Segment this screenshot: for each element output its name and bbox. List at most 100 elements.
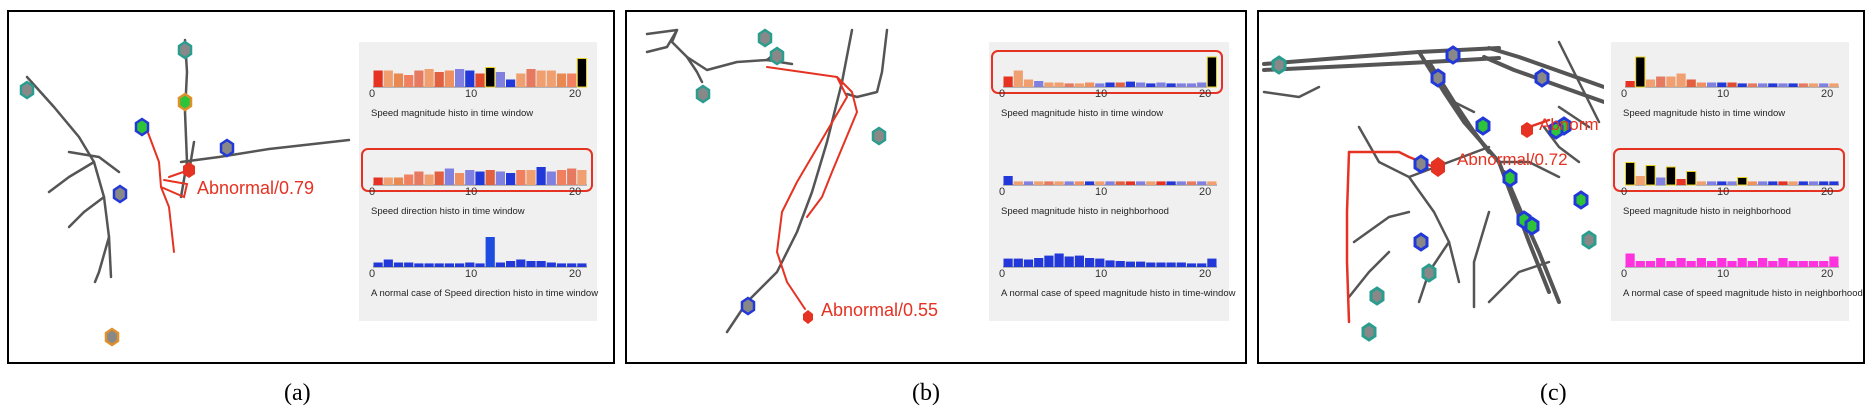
histogram-bar: [383, 259, 393, 267]
histogram-bar: [1105, 181, 1115, 185]
histogram-bar: [1085, 82, 1095, 87]
histogram-bar: [1798, 261, 1808, 267]
histogram-bar: [1727, 181, 1737, 185]
histogram-bar: [577, 170, 587, 185]
histogram-bar: [1635, 56, 1646, 88]
histogram-bar: [1125, 81, 1135, 87]
node-icon: [1573, 190, 1589, 210]
abnormal-marker-a: [183, 162, 195, 178]
histogram-bar: [1013, 181, 1023, 185]
node-icon: [1430, 68, 1446, 88]
histogram-b-1: 0 10 20 Speed magnitude histo in neighbo…: [995, 154, 1221, 224]
histogram-bar: [1095, 83, 1105, 87]
abnormal-label-b: Abnormal/0.55: [821, 300, 939, 320]
tick-label: 0: [999, 186, 1006, 198]
tick-label: 0: [369, 268, 376, 280]
histogram-c-0: 0 10 20 Speed magnitude histo in time wi…: [1617, 56, 1843, 126]
histogram-bar: [1625, 162, 1636, 186]
node-icon: [1421, 263, 1437, 283]
node-icon: [871, 126, 887, 146]
histogram-bar: [1115, 261, 1125, 267]
tick-label: 20: [1199, 186, 1212, 198]
histogram-bar: [1074, 181, 1084, 185]
histogram-bar: [1166, 262, 1176, 267]
histogram-bar: [1656, 258, 1666, 267]
histogram-caption: A normal case of speed magnitude histo i…: [1623, 288, 1863, 299]
tick-label: 20: [569, 88, 582, 100]
histogram-bar: [1819, 83, 1829, 87]
histogram-bar: [1105, 260, 1115, 267]
tick-label: 0: [369, 186, 376, 198]
node-icon: [1361, 322, 1377, 342]
histogram-a-0: 0 10 20 Speed magnitude histo in time wi…: [365, 56, 591, 126]
histogram-bar: [495, 262, 505, 267]
histogram-bar: [1085, 181, 1095, 185]
histogram-bar: [1727, 82, 1737, 87]
panel-label-c: (c): [1540, 380, 1567, 406]
tick-label: 10: [465, 88, 478, 100]
histogram-bar: [1819, 261, 1829, 267]
histogram-bar: [1003, 176, 1013, 185]
histogram-bar: [1696, 181, 1706, 185]
histogram-bar: [1768, 181, 1778, 185]
histogram-bar: [1666, 261, 1676, 267]
histogram-bar: [1778, 258, 1788, 267]
histogram-bar: [546, 262, 556, 267]
node-icon: [1445, 45, 1461, 65]
histogram-bars: [1625, 56, 1839, 88]
histogram-bar: [414, 171, 424, 185]
histogram-bar: [1074, 255, 1084, 267]
histogram-bar: [546, 70, 556, 87]
tick-label: 20: [1199, 88, 1212, 100]
histogram-bar: [576, 58, 588, 88]
histogram-bar: [1707, 82, 1717, 87]
panel-label-b: (b): [912, 380, 940, 406]
histogram-c-2: 0 10 20 A normal case of speed magnitude…: [1617, 236, 1863, 306]
abnormal-marker-c2: [1521, 122, 1533, 138]
histogram-bar: [424, 174, 434, 185]
histogram-bar: [1829, 83, 1839, 87]
histogram-bar: [1625, 81, 1635, 87]
histogram-bars: [1003, 253, 1217, 268]
histogram-bar: [1819, 181, 1829, 185]
histogram-bar: [455, 263, 465, 267]
histogram-bar: [1023, 79, 1034, 87]
histogram-c-1: 0 10 20 Speed magnitude histo in neighbo…: [1613, 148, 1845, 224]
histogram-bar: [1105, 82, 1115, 87]
histogram-bar: [495, 72, 505, 87]
histogram-bar: [1095, 258, 1105, 267]
histogram-bar: [1207, 258, 1217, 267]
histogram-bar: [1146, 262, 1156, 267]
histogram-bar: [424, 263, 434, 267]
histogram-bar: [1758, 83, 1768, 87]
histogram-bar: [1156, 181, 1166, 185]
abnormal-label-a: Abnormal/0.79: [197, 178, 315, 198]
histogram-bar: [536, 261, 546, 267]
histogram-bar: [373, 262, 383, 267]
histogram-bar: [1013, 258, 1023, 267]
histogram-bar: [1798, 181, 1808, 185]
histogram-caption: Speed magnitude histo in neighborhood: [1001, 206, 1169, 217]
histogram-bar: [1054, 253, 1064, 267]
node-icon: [219, 138, 235, 158]
histogram-bar: [1788, 83, 1798, 87]
histogram-bar: [383, 177, 393, 185]
histogram-bar: [1676, 258, 1686, 267]
node-icon: [1413, 154, 1429, 174]
histogram-bar: [495, 171, 505, 185]
histogram-bars: [1003, 56, 1218, 88]
tick-label: 10: [1717, 88, 1730, 100]
tick-label: 20: [1199, 268, 1212, 280]
histogram-bar: [465, 262, 475, 267]
tick-label: 20: [1821, 88, 1834, 100]
histogram-bars: [373, 58, 588, 88]
histogram-bar: [1003, 76, 1013, 87]
histogram-bar: [1778, 83, 1788, 87]
histogram-bar: [516, 170, 526, 185]
histogram-bar: [1788, 181, 1798, 185]
histogram-a-2: 0 10 20 A normal case of Speed direction…: [365, 236, 598, 306]
histogram-bar: [1666, 76, 1676, 87]
histogram-bar: [1737, 258, 1747, 267]
tick-label: 0: [369, 88, 376, 100]
histogram-bar: [1656, 76, 1666, 87]
